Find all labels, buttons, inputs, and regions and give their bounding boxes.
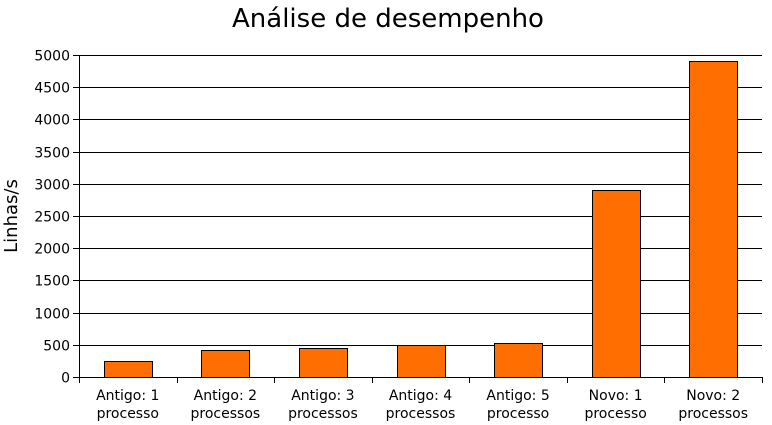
x-tick-label: processo [584,406,646,422]
gridlines [79,55,762,346]
x-tick-label: processos [678,406,748,422]
y-tick-label: 500 [43,339,70,355]
bar [201,350,250,378]
y-tick-label: 3000 [34,178,70,194]
x-tick-label: processos [386,406,456,422]
y-axis-label: Linhas/s [1,179,22,253]
y-tick-label: 2500 [34,210,70,226]
x-tick-label: processos [288,406,358,422]
x-tick-label: Novo: 2 [686,388,740,404]
y-tick-label: 3500 [34,146,70,162]
bar [689,61,738,378]
x-tick-label: Antigo: 1 [96,388,159,404]
x-tick-label: Antigo: 4 [389,388,452,404]
bar [592,190,641,378]
x-tick-label: processos [191,406,261,422]
bar [397,345,446,378]
x-tick-label: Antigo: 2 [194,388,257,404]
x-tick-label: Novo: 1 [589,388,643,404]
bar [299,348,348,378]
y-axis-ticks: 0 500 1000 1500 2000 2500 3000 3500 4000 4500 5000 [34,49,79,387]
x-tick-label: processo [97,406,159,422]
y-tick-label: 4000 [34,113,70,129]
y-tick-label: 4500 [34,81,70,97]
x-tick-label: Antigo: 3 [291,388,354,404]
chart-title: Análise de desempenho [232,4,544,34]
bars [104,61,738,378]
y-tick-label: 2000 [34,242,70,258]
y-tick-label: 0 [61,371,70,387]
bar [104,361,153,378]
bar [494,343,543,378]
x-tick-label: processo [487,406,549,422]
y-tick-label: 1500 [34,274,70,290]
x-tick-label: Antigo: 5 [486,388,549,404]
y-tick-label: 1000 [34,307,70,323]
x-axis-ticks: Antigo: 1 processo Antigo: 2 processos Antig… [79,377,763,422]
y-tick-label: 5000 [34,49,70,65]
